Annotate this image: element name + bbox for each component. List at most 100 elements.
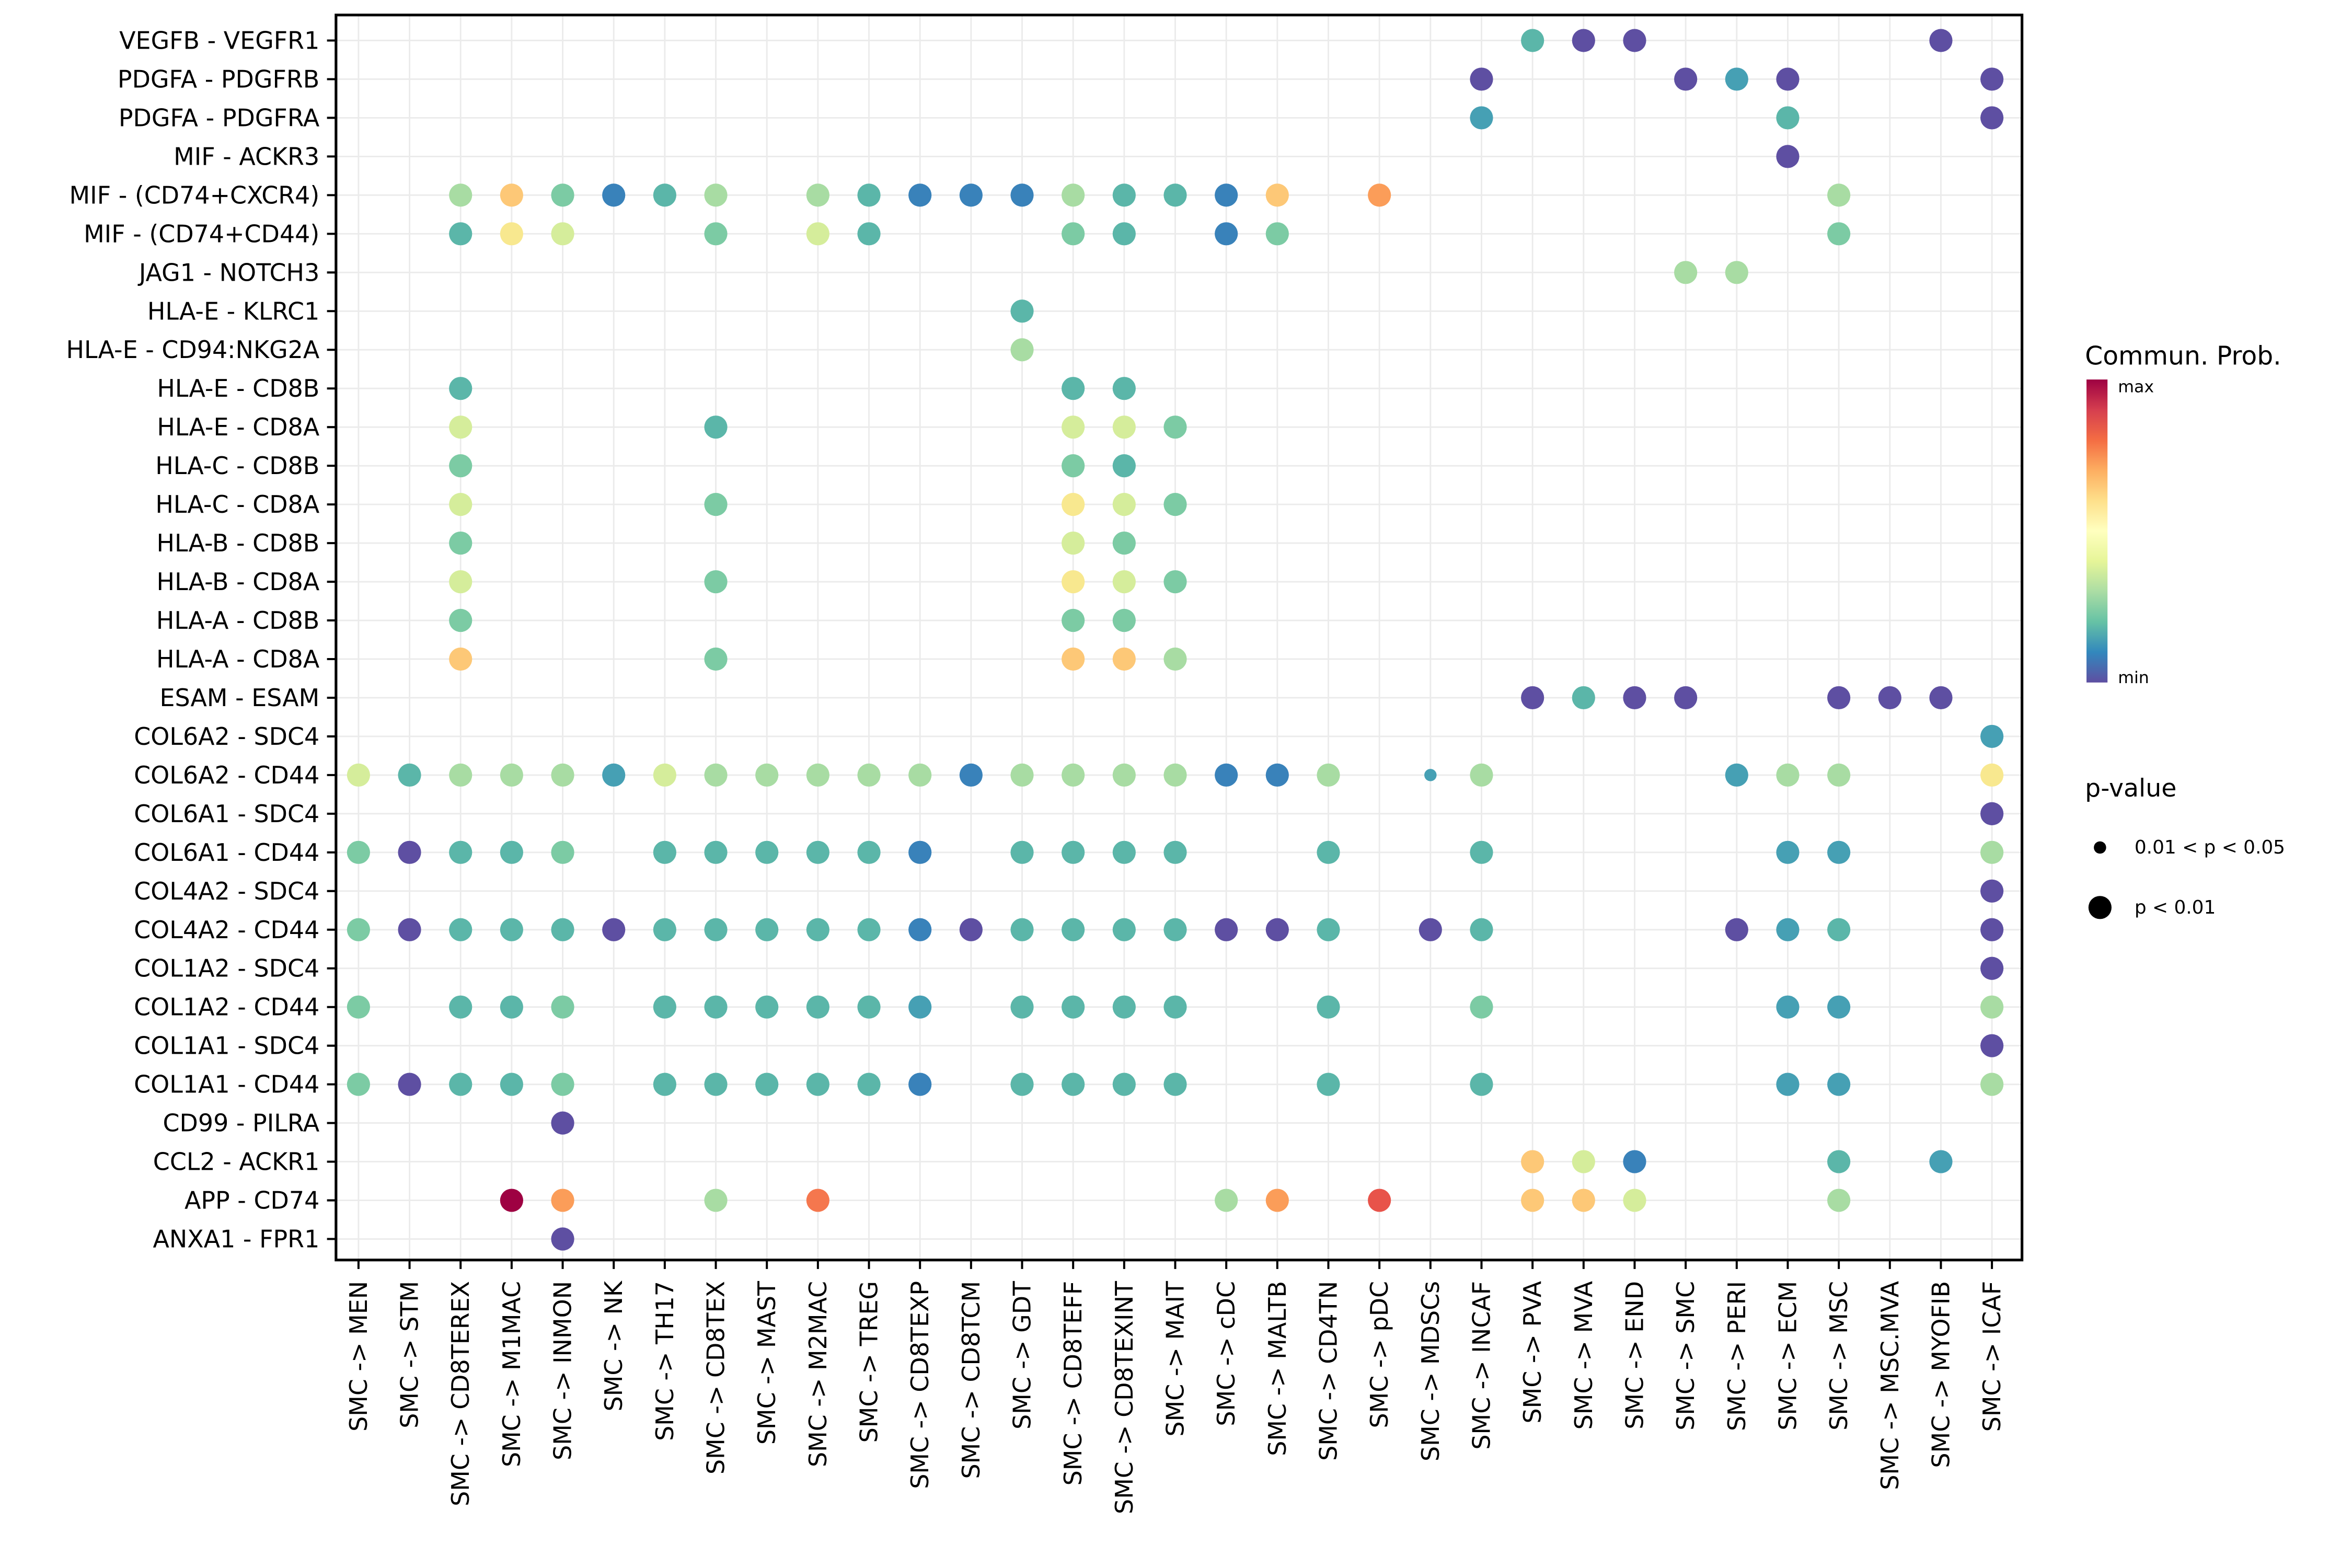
comm-prob-dot <box>1521 1189 1544 1212</box>
comm-prob-dot <box>1776 145 1800 168</box>
y-axis-label: HLA-E - CD8A <box>157 413 319 441</box>
x-axis-label: SMC -> M1MAC <box>498 1281 526 1467</box>
comm-prob-dot <box>1521 686 1544 710</box>
comm-prob-dot <box>1062 454 1085 478</box>
comm-prob-dot <box>449 608 472 632</box>
y-axis-label: PDGFA - PDGFRB <box>118 65 319 93</box>
comm-prob-dot <box>347 840 371 864</box>
comm-prob-dot <box>1827 840 1851 864</box>
comm-prob-dot <box>1062 531 1085 555</box>
x-axis-label: SMC -> MSC.MVA <box>1876 1281 1904 1490</box>
comm-prob-dot <box>347 918 371 941</box>
comm-prob-dot <box>653 1073 676 1096</box>
y-axis-label: HLA-B - CD8A <box>157 568 320 596</box>
comm-prob-dot <box>1572 1189 1595 1212</box>
comm-prob-dot <box>704 1073 728 1096</box>
comm-prob-dot <box>398 918 421 941</box>
comm-prob-dot <box>500 763 523 787</box>
comm-prob-dot <box>1215 1189 1238 1212</box>
comm-prob-dot <box>500 840 523 864</box>
comm-prob-dot <box>1112 918 1136 941</box>
comm-prob-dot <box>551 995 574 1019</box>
comm-prob-dot <box>704 416 728 439</box>
comm-prob-dot <box>1112 377 1136 400</box>
y-axis-label: PDGFA - PDGFRA <box>119 103 320 132</box>
comm-prob-dot <box>908 995 932 1019</box>
y-axis-label: COL6A2 - CD44 <box>134 761 319 789</box>
panel-border <box>335 14 2024 1262</box>
comm-prob-dot <box>1776 763 1800 787</box>
comm-prob-dot <box>1980 995 2004 1019</box>
comm-prob-dot <box>806 183 829 207</box>
comm-prob-dot <box>1725 261 1748 284</box>
comm-prob-dot <box>1827 1073 1851 1096</box>
comm-prob-dot <box>1521 29 1544 52</box>
comm-prob-dot <box>1980 724 2004 748</box>
comm-prob-dot <box>1215 763 1238 787</box>
comm-prob-dot <box>1215 918 1238 941</box>
comm-prob-dot <box>1674 67 1698 91</box>
comm-prob-dot <box>1010 1073 1034 1096</box>
comm-prob-dot <box>806 1073 829 1096</box>
y-axis-label: CCL2 - ACKR1 <box>153 1148 320 1176</box>
comm-prob-dot <box>1980 1034 2004 1057</box>
comm-prob-dot <box>1776 67 1800 91</box>
comm-prob-dot <box>1112 531 1136 555</box>
comm-prob-dot <box>857 995 881 1019</box>
y-axis-label: VEGFB - VEGFR1 <box>119 26 319 54</box>
pvalue-legend-item-label: 0.01 < p < 0.05 <box>2135 837 2285 858</box>
comm-prob-dot <box>1163 493 1187 516</box>
x-axis-label: SMC -> END <box>1620 1281 1648 1429</box>
comm-prob-dot <box>908 763 932 787</box>
comm-prob-dot <box>1062 222 1085 246</box>
comm-prob-dot <box>449 840 472 864</box>
comm-prob-dot <box>500 183 523 207</box>
colorbar-min-label: min <box>2118 668 2149 687</box>
comm-prob-dot <box>1776 1073 1800 1096</box>
comm-prob-dot <box>755 918 779 941</box>
comm-prob-dot <box>908 1073 932 1096</box>
comm-prob-dot <box>857 183 881 207</box>
comm-prob-dot <box>1827 686 1851 710</box>
comm-prob-dot <box>1062 608 1085 632</box>
comm-prob-dot <box>551 1189 574 1212</box>
x-axis-label: SMC -> PERI <box>1723 1281 1751 1431</box>
comm-prob-dot <box>1062 570 1085 594</box>
comm-prob-dot <box>704 1189 728 1212</box>
comm-prob-dot <box>1062 840 1085 864</box>
comm-prob-dot <box>551 222 574 246</box>
comm-prob-dot <box>1827 995 1851 1019</box>
comm-prob-dot <box>1470 1073 1493 1096</box>
y-axis-label: HLA-E - KLRC1 <box>147 297 319 325</box>
x-axis-label: SMC -> TREG <box>855 1281 883 1443</box>
comm-prob-dot <box>704 493 728 516</box>
comm-prob-dot <box>1163 570 1187 594</box>
comm-prob-dot <box>1827 1189 1851 1212</box>
x-axis-label: SMC -> MAIT <box>1161 1281 1190 1437</box>
comm-prob-dot <box>551 1111 574 1135</box>
x-axis-label: SMC -> GDT <box>1008 1281 1036 1429</box>
x-axis-label: SMC -> MEN <box>344 1281 373 1432</box>
colorbar-max-label: max <box>2118 377 2154 396</box>
comm-prob-dot <box>449 454 472 478</box>
x-axis-label: SMC -> CD8TEXP <box>906 1281 934 1489</box>
comm-prob-dot <box>1265 222 1289 246</box>
legend-pvalue: p-value 0.01 < p < 0.05 p < 0.01 <box>2085 774 2285 919</box>
comm-prob-dot <box>1010 763 1034 787</box>
x-axis-label: SMC -> MYOFIB <box>1927 1281 1955 1468</box>
comm-prob-dot <box>500 918 523 941</box>
comm-prob-dot <box>449 493 472 516</box>
comm-prob-dot <box>1470 995 1493 1019</box>
comm-prob-dot <box>1215 222 1238 246</box>
y-axis-label: HLA-A - CD8B <box>156 606 319 635</box>
comm-prob-dot <box>1317 918 1340 941</box>
comm-prob-dot <box>449 570 472 594</box>
comm-prob-dot <box>1424 769 1437 781</box>
comm-prob-dot <box>1776 995 1800 1019</box>
comm-prob-dot <box>653 183 676 207</box>
comm-prob-dot <box>1163 647 1187 671</box>
comm-prob-dot <box>755 763 779 787</box>
comm-prob-dot <box>551 1073 574 1096</box>
comm-prob-dot <box>1062 183 1085 207</box>
